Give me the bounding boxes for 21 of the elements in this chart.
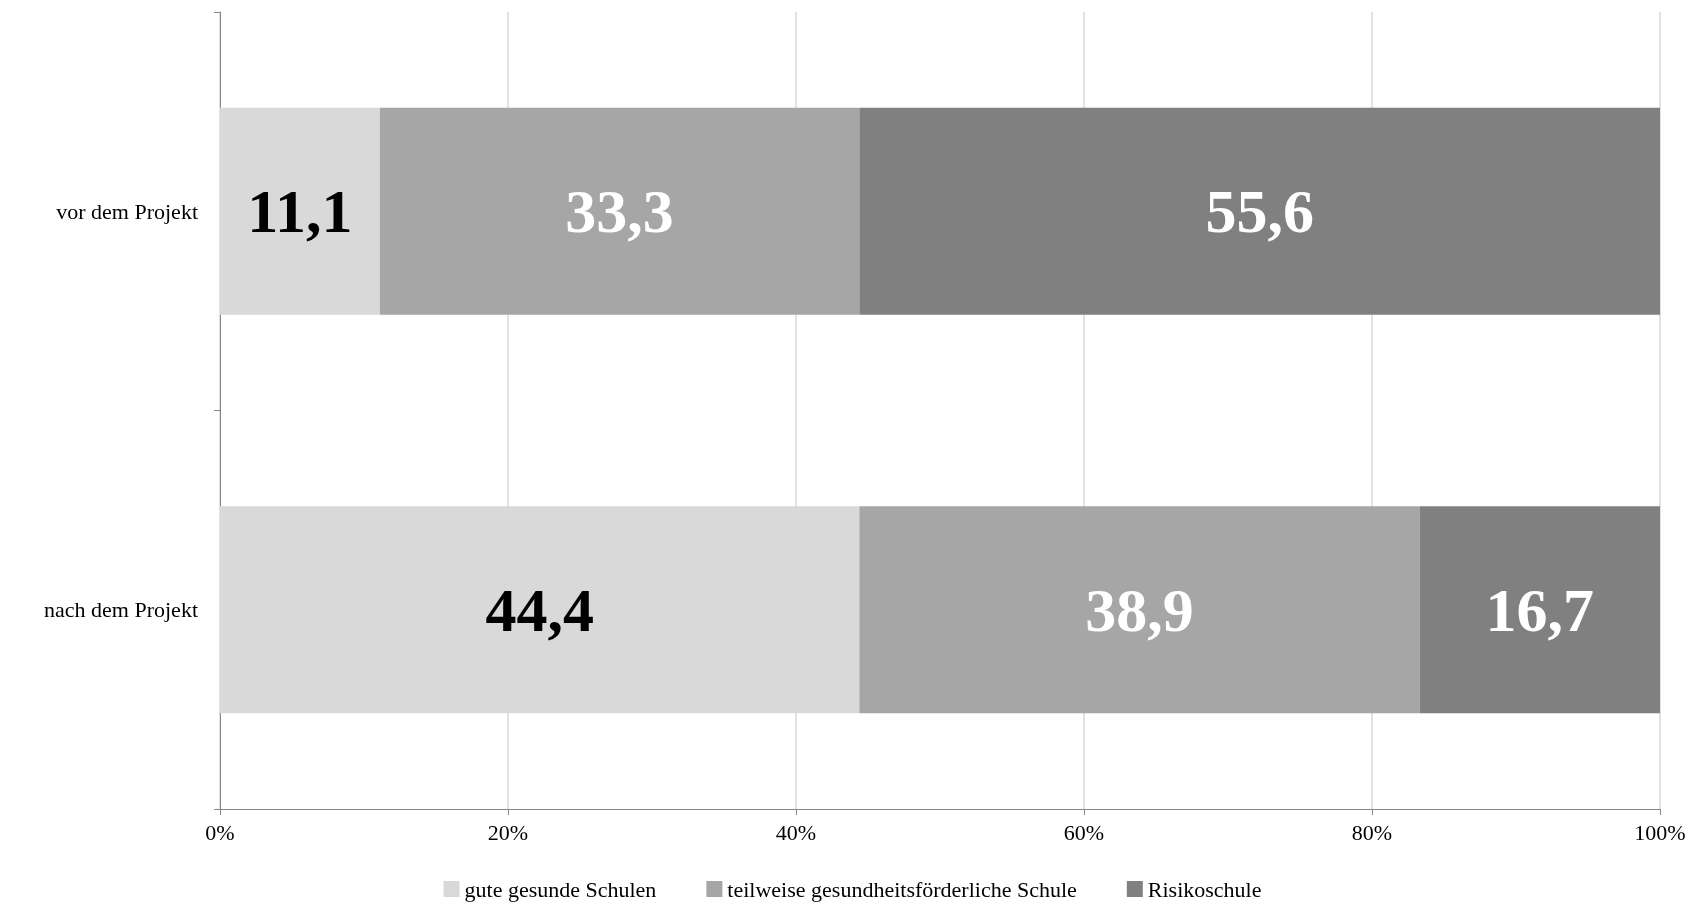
x-tick-label: 40% — [775, 819, 817, 845]
y-tick-label: vor dem Projekt — [56, 198, 198, 224]
legend-label: gute gesunde Schulen — [464, 876, 657, 902]
data-label: 44,4 — [485, 575, 594, 644]
x-tick-label: 0% — [205, 819, 235, 845]
data-label: 55,6 — [1205, 177, 1314, 246]
data-label: 38,9 — [1085, 575, 1194, 644]
bar — [859, 506, 1420, 714]
bar — [379, 107, 860, 315]
data-label: 33,3 — [565, 177, 674, 246]
data-label: 11,1 — [247, 177, 353, 246]
legend-label: teilweise gesundheitsförderliche Schule — [727, 876, 1077, 902]
bar — [1419, 506, 1660, 714]
x-tick-label: 100% — [1634, 819, 1686, 845]
legend-label: Risikoschule — [1147, 876, 1262, 902]
data-label: 16,7 — [1485, 575, 1595, 644]
x-tick-label: 80% — [1351, 819, 1393, 845]
y-tick-label: nach dem Projekt — [44, 597, 198, 623]
x-tick-label: 60% — [1063, 819, 1105, 845]
bar — [859, 107, 1660, 315]
x-tick-label: 20% — [487, 819, 529, 845]
